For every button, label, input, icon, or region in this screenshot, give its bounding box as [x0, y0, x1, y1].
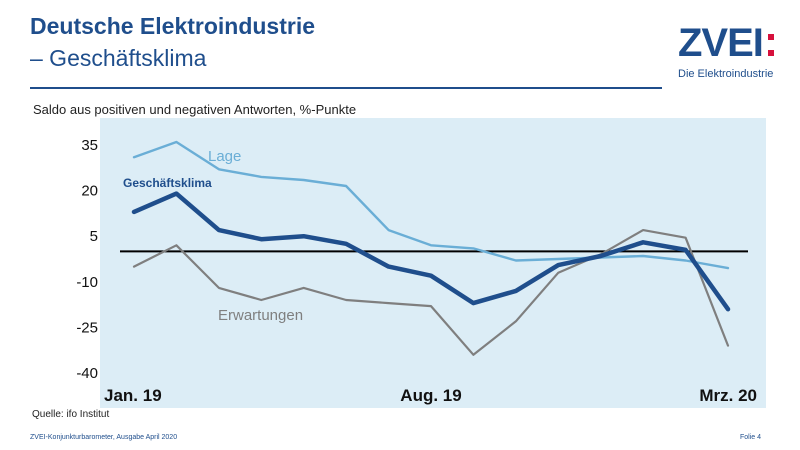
logo-wordmark: ZVEI	[678, 21, 764, 65]
source-note: Quelle: ifo Institut	[32, 409, 110, 420]
logo-tagline: Die Elektroindustrie	[678, 68, 774, 80]
title-line-1: Deutsche Elektroindustrie	[30, 13, 316, 39]
y-tick-label: 5	[90, 228, 98, 245]
title-line-2: – Geschäftsklima	[30, 45, 207, 71]
chart-title: Saldo aus positiven und negativen Antwor…	[33, 102, 357, 117]
legend-erwartungen-label: Erwartungen	[218, 307, 303, 324]
series-lines	[131, 140, 731, 356]
series-line-lage	[132, 140, 730, 270]
y-tick-label: -10	[76, 274, 98, 291]
y-tick-label: -40	[76, 365, 98, 382]
y-tick-label: 35	[81, 137, 98, 154]
series-line-geschaeftsklima	[131, 191, 731, 312]
plot-background	[100, 118, 766, 408]
y-axis-ticks: 35 20 5 -10 -25 -40	[76, 137, 98, 382]
logo-dot-bottom	[768, 50, 774, 56]
zvei-logo: ZVEI Die Elektroindustrie	[676, 22, 780, 82]
series-line-erwartungen	[132, 229, 730, 356]
y-tick-label: -25	[76, 319, 98, 336]
x-axis-ticks: Jan. 19 Aug. 19 Mrz. 20	[104, 386, 757, 405]
legend-lage-label: Lage	[208, 148, 241, 165]
y-tick-label: 20	[81, 183, 98, 200]
page-title: Deutsche Elektroindustrie – Geschäftskli…	[30, 10, 315, 74]
x-tick-label: Mrz. 20	[699, 386, 757, 405]
logo-dot-top	[768, 34, 774, 40]
legend-geschaeftsklima-label: Geschäftsklima	[123, 176, 212, 190]
footer-page-number: Folie 4	[740, 434, 762, 441]
x-tick-label: Aug. 19	[400, 386, 461, 405]
title-divider	[30, 87, 662, 89]
footer-publication: ZVEI-Konjunkturbarometer, Ausgabe April …	[30, 434, 178, 441]
x-tick-label: Jan. 19	[104, 386, 162, 405]
